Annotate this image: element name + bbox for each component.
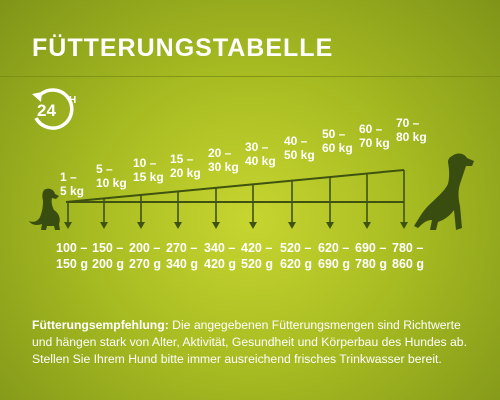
weight-label: 5 –10 kg	[96, 162, 127, 190]
amount-to: 270 g	[129, 257, 161, 271]
amount-to: 620 g	[280, 257, 312, 271]
amount-to: 780 g	[355, 257, 387, 271]
weight-to: 60 kg	[322, 141, 353, 155]
amount-from: 690 –	[355, 241, 387, 255]
amount-label: 420 – 520 g	[241, 240, 273, 272]
amount-to: 420 g	[204, 257, 236, 271]
weight-to: 70 kg	[359, 136, 390, 150]
amount-from: 340 –	[204, 241, 236, 255]
large-dog-icon	[414, 153, 474, 230]
amount-label: 340 – 420 g	[204, 240, 236, 272]
weight-to: 15 kg	[133, 170, 164, 184]
page-title: FÜTTERUNGSTABELLE	[32, 34, 334, 62]
amount-from: 150 –	[92, 241, 124, 255]
weight-from: 50 –	[322, 127, 346, 141]
amount-label: 270 – 340 g	[166, 240, 198, 272]
amount-from: 520 –	[280, 241, 312, 255]
feeding-note: Fütterungsempfehlung: Die angegebenen Fü…	[32, 317, 472, 368]
arrow-head	[137, 222, 145, 229]
amount-to: 690 g	[318, 257, 350, 271]
amount-from: 780 –	[392, 241, 424, 255]
note-text: Die angegebenen Fütterungsmengen sind Ri…	[32, 318, 467, 366]
weight-from: 40 –	[284, 134, 308, 148]
arrow-head	[288, 222, 296, 229]
amount-to: 860 g	[392, 257, 424, 271]
weight-from: 70 –	[396, 116, 420, 130]
weight-from: 30 –	[245, 140, 269, 154]
arrow-head	[64, 222, 72, 229]
badge-number: 24	[37, 101, 56, 120]
amount-to: 150 g	[56, 257, 88, 271]
badge-suffix: H	[69, 95, 77, 106]
weight-from: 15 –	[170, 152, 194, 166]
arrow-head	[212, 222, 220, 229]
weight-label: 30 –40 kg	[245, 140, 276, 168]
small-dog-icon	[29, 188, 60, 230]
amount-label: 150 – 200 g	[92, 240, 124, 272]
weight-scale-diagonal	[65, 169, 405, 203]
weight-to: 20 kg	[170, 166, 201, 180]
weight-label: 15 –20 kg	[170, 152, 201, 180]
weight-label: 1 –5 kg	[60, 170, 84, 198]
amount-label: 520 – 620 g	[280, 240, 312, 272]
title-divider	[0, 76, 500, 77]
amount-label: 690 – 780 g	[355, 240, 387, 272]
weight-label: 10 –15 kg	[133, 156, 164, 184]
amount-to: 520 g	[241, 257, 273, 271]
amount-from: 200 –	[129, 241, 161, 255]
amount-from: 620 –	[318, 241, 350, 255]
arrow-head	[100, 222, 108, 229]
amount-from: 100 –	[56, 241, 88, 255]
weight-from: 10 –	[133, 156, 157, 170]
arrow-head	[174, 222, 182, 229]
weight-label: 60 –70 kg	[359, 122, 390, 150]
amount-label: 620 – 690 g	[318, 240, 350, 272]
amount-to: 200 g	[92, 257, 124, 271]
weight-from: 20 –	[208, 146, 232, 160]
amount-label: 100 – 150 g	[56, 240, 88, 272]
weight-from: 5 –	[96, 162, 113, 176]
weight-to: 40 kg	[245, 154, 276, 168]
weight-label: 40 –50 kg	[284, 134, 315, 162]
weight-label: 70 –80 kg	[396, 116, 427, 144]
weight-from: 60 –	[359, 122, 383, 136]
weight-to: 5 kg	[60, 184, 85, 198]
weight-to: 10 kg	[96, 176, 127, 190]
weight-to: 80 kg	[396, 130, 427, 144]
amount-from: 270 –	[166, 241, 198, 255]
clock-24h-icon	[32, 88, 74, 130]
amount-label: 780 – 860 g	[392, 240, 424, 272]
amount-from: 420 –	[241, 241, 273, 255]
arrow-head	[326, 222, 334, 229]
arrow-head	[400, 222, 408, 229]
weight-from: 1 –	[60, 170, 77, 184]
arrow-head	[249, 222, 257, 229]
note-label: Fütterungsempfehlung:	[32, 318, 169, 332]
weight-to: 30 kg	[208, 160, 239, 174]
weight-to: 50 kg	[284, 148, 315, 162]
weight-label: 50 –60 kg	[322, 127, 353, 155]
amount-to: 340 g	[166, 257, 198, 271]
arrow-head	[363, 222, 371, 229]
amount-label: 200 – 270 g	[129, 240, 161, 272]
weight-label: 20 –30 kg	[208, 146, 239, 174]
